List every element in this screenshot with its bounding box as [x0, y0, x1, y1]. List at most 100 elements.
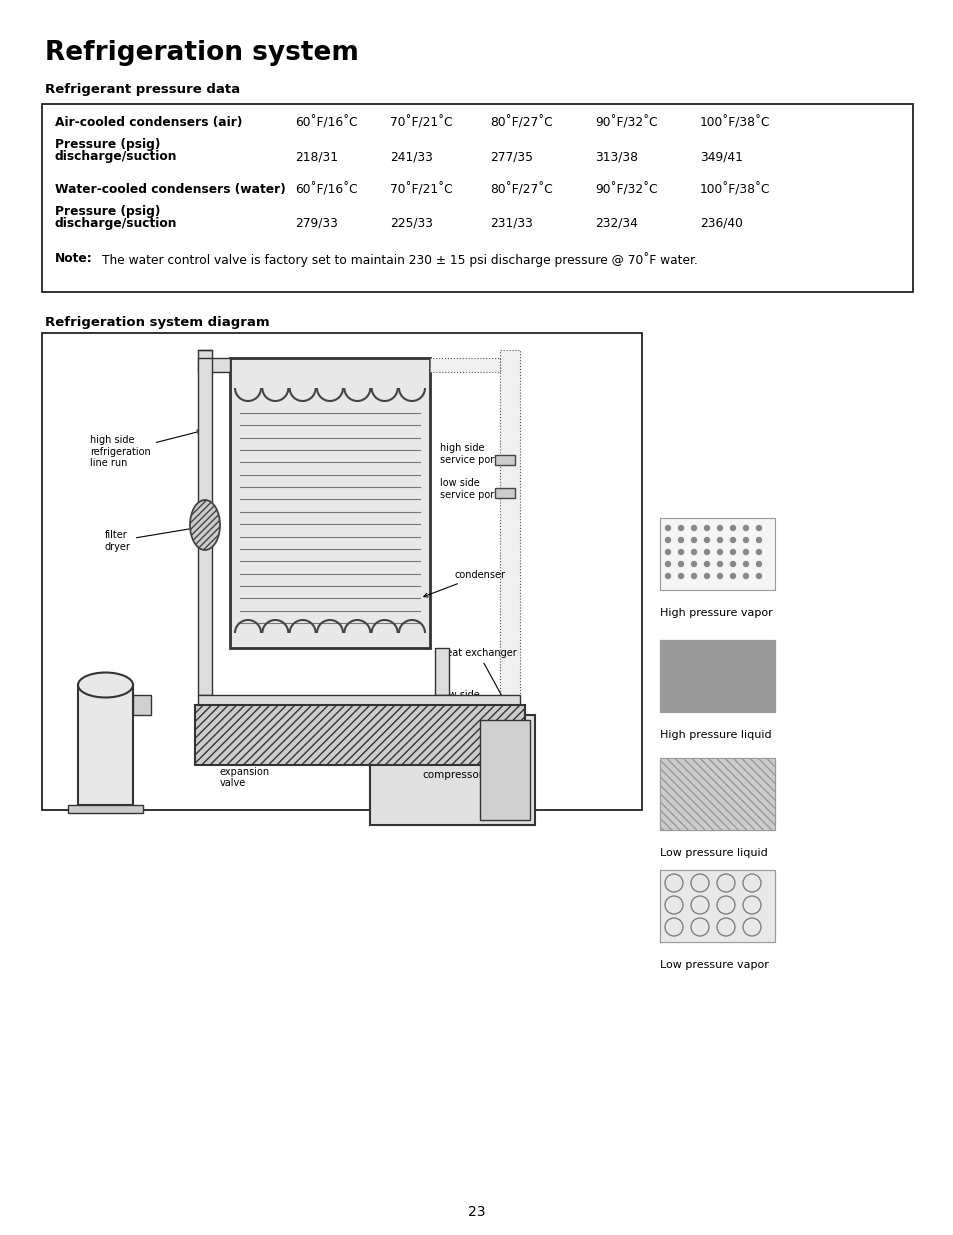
Circle shape [730, 562, 735, 567]
Text: Refrigeration system diagram: Refrigeration system diagram [45, 316, 270, 329]
Text: 90˚F/32˚C: 90˚F/32˚C [595, 183, 657, 196]
Circle shape [717, 526, 721, 531]
Text: low side
refrigeration
line run: low side refrigeration line run [349, 690, 500, 756]
Circle shape [756, 550, 760, 555]
Text: 313/38: 313/38 [595, 149, 638, 163]
Bar [435, 648, 449, 695]
Circle shape [678, 573, 682, 578]
Text: 100˚F/38˚C: 100˚F/38˚C [700, 183, 770, 196]
Text: 23: 23 [468, 1205, 485, 1219]
Text: condenser: condenser [423, 571, 505, 597]
Text: 80˚F/27˚C: 80˚F/27˚C [490, 116, 552, 130]
Text: high side
refrigeration
line run: high side refrigeration line run [90, 430, 201, 468]
Text: 80˚F/27˚C: 80˚F/27˚C [490, 183, 552, 196]
Text: 279/33: 279/33 [294, 217, 337, 230]
Text: 70˚F/21˚C: 70˚F/21˚C [390, 116, 452, 130]
Bar [230, 358, 430, 648]
Circle shape [730, 537, 735, 542]
Bar [132, 695, 151, 715]
Text: heat exchanger: heat exchanger [439, 648, 517, 716]
Text: 225/33: 225/33 [390, 217, 433, 230]
Bar [198, 695, 519, 709]
Circle shape [691, 562, 696, 567]
Text: 236/40: 236/40 [700, 217, 742, 230]
Circle shape [703, 562, 709, 567]
Bar [659, 869, 774, 942]
Bar [659, 517, 774, 590]
Circle shape [756, 562, 760, 567]
Circle shape [742, 526, 748, 531]
Text: 100˚F/38˚C: 100˚F/38˚C [700, 116, 770, 130]
Text: discharge/suction: discharge/suction [55, 217, 177, 230]
Text: Refrigeration system: Refrigeration system [45, 40, 358, 65]
Text: High pressure liquid: High pressure liquid [659, 730, 771, 740]
Circle shape [717, 537, 721, 542]
Bar [495, 488, 515, 498]
Ellipse shape [190, 500, 220, 550]
Circle shape [742, 537, 748, 542]
Text: Pressure (psig): Pressure (psig) [55, 205, 160, 219]
Circle shape [678, 550, 682, 555]
Text: Low pressure vapor: Low pressure vapor [659, 960, 768, 969]
Text: High pressure vapor: High pressure vapor [659, 608, 772, 618]
Bar [659, 869, 774, 942]
Circle shape [691, 526, 696, 531]
Text: 70˚F/21˚C: 70˚F/21˚C [390, 183, 452, 196]
Text: 60˚F/16˚C: 60˚F/16˚C [294, 116, 357, 130]
Circle shape [717, 562, 721, 567]
Circle shape [742, 550, 748, 555]
Bar [659, 640, 774, 713]
Circle shape [691, 573, 696, 578]
Circle shape [665, 562, 670, 567]
Bar [479, 720, 530, 820]
Bar [42, 104, 912, 291]
Text: thermostatic
expansion
valve: thermostatic expansion valve [220, 755, 282, 788]
Bar [198, 350, 212, 695]
Text: 349/41: 349/41 [700, 149, 742, 163]
Circle shape [742, 562, 748, 567]
Bar [68, 805, 143, 813]
Bar [370, 715, 535, 825]
Text: Pressure (psig): Pressure (psig) [55, 138, 160, 151]
Text: The water control valve is factory set to maintain 230 ± 15 psi discharge pressu: The water control valve is factory set t… [102, 252, 698, 267]
Bar [198, 358, 230, 372]
Circle shape [703, 573, 709, 578]
Text: high side
service port: high side service port [439, 443, 511, 464]
Bar [499, 350, 519, 750]
Circle shape [742, 573, 748, 578]
Ellipse shape [78, 673, 132, 698]
Bar [659, 640, 774, 713]
Text: low side
service port: low side service port [439, 478, 511, 500]
Bar [659, 758, 774, 830]
Circle shape [665, 526, 670, 531]
Bar [194, 705, 524, 764]
Circle shape [717, 573, 721, 578]
Bar [78, 685, 132, 805]
Circle shape [691, 550, 696, 555]
Circle shape [756, 526, 760, 531]
Circle shape [665, 550, 670, 555]
Circle shape [691, 537, 696, 542]
Circle shape [665, 573, 670, 578]
Circle shape [703, 537, 709, 542]
Circle shape [717, 550, 721, 555]
Circle shape [703, 550, 709, 555]
Bar [659, 758, 774, 830]
Bar [430, 358, 499, 372]
Circle shape [730, 526, 735, 531]
Text: 232/34: 232/34 [595, 217, 638, 230]
Text: Low pressure liquid: Low pressure liquid [659, 848, 767, 858]
Text: filter
dryer: filter dryer [105, 525, 209, 552]
Text: discharge/suction: discharge/suction [55, 149, 177, 163]
Text: compressor: compressor [422, 769, 483, 781]
Circle shape [730, 550, 735, 555]
Bar [42, 333, 641, 810]
Bar [495, 454, 515, 466]
Text: Note:: Note: [55, 252, 92, 266]
Text: Water-cooled condensers (water): Water-cooled condensers (water) [55, 183, 286, 196]
Circle shape [678, 537, 682, 542]
Circle shape [756, 573, 760, 578]
Circle shape [703, 526, 709, 531]
Circle shape [678, 562, 682, 567]
Circle shape [665, 537, 670, 542]
